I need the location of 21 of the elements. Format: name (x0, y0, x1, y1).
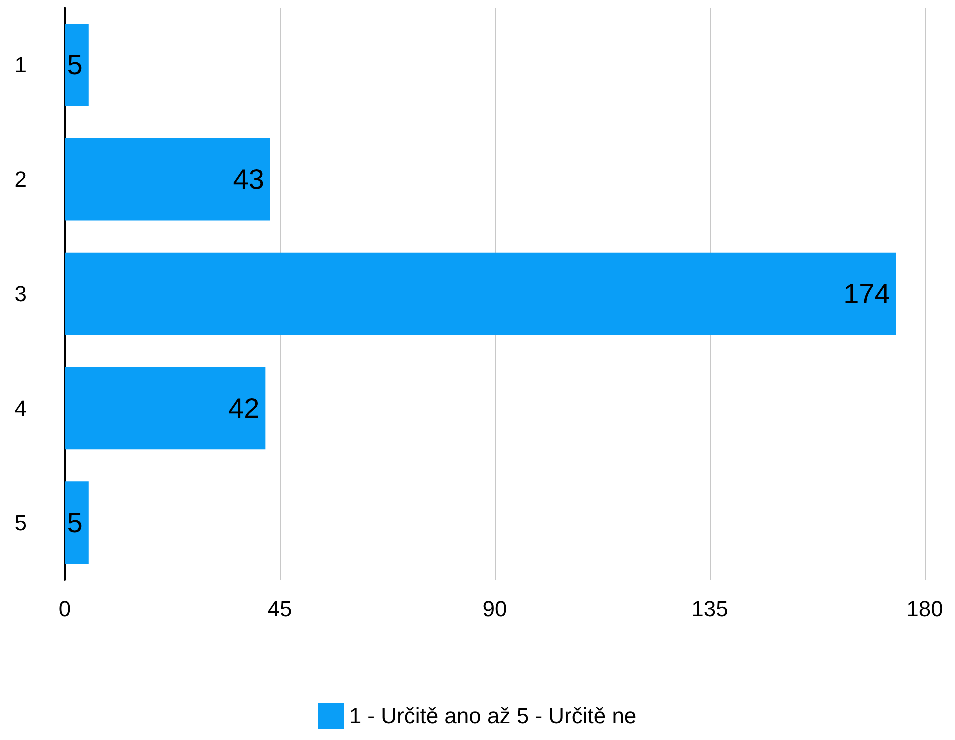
data-label: 5 (67, 507, 83, 538)
bar (65, 24, 89, 106)
x-tick-label: 45 (268, 596, 292, 622)
bar (65, 367, 266, 450)
data-label: 42 (228, 392, 260, 424)
x-tick-label: 0 (58, 596, 72, 622)
y-tick-label: 1 (14, 52, 27, 78)
y-tick-label: 3 (14, 282, 27, 306)
y-tick-label: 4 (14, 396, 27, 421)
x-tick-label: 135 (692, 596, 728, 622)
data-label: 5 (67, 50, 83, 81)
bar (65, 482, 89, 564)
x-tick-label: 90 (482, 596, 508, 622)
y-tick-label: 2 (14, 167, 27, 192)
legend-label: 1 - Určitě ano až 5 - Určitě ne (349, 704, 637, 728)
data-label: 174 (844, 278, 890, 310)
data-label: 43 (233, 164, 264, 196)
bar (65, 138, 270, 221)
x-tick-label: 180 (906, 596, 944, 622)
bar (65, 252, 896, 336)
y-tick-label: 5 (14, 510, 27, 536)
